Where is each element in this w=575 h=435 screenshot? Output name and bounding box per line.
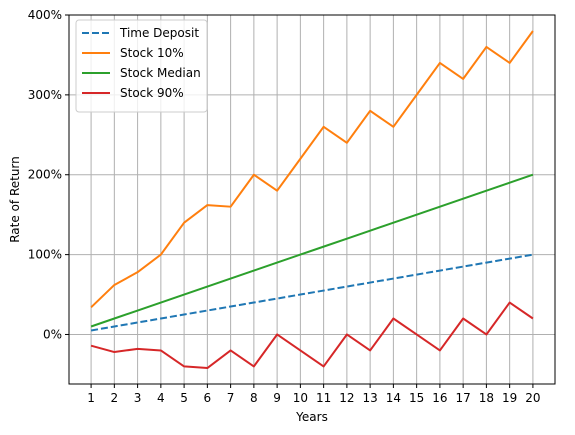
- x-tick-label: 20: [525, 391, 540, 405]
- axis-ticks: 1 2 3 4 5 6 7 8 9 10 11 12 13 14 15 16 17 18 19 200%100%200…: [28, 8, 541, 405]
- series-lines: [90, 30, 534, 370]
- legend-label: Stock 10%: [120, 46, 184, 60]
- series-line-stock-90: [90, 301, 534, 370]
- legend: Time Deposit Stock 10% Stock Median Stock 9…: [75, 19, 208, 113]
- y-tick-label: 300%: [28, 88, 62, 102]
- x-tick-label: 11: [316, 391, 331, 405]
- x-tick-label: 6: [204, 391, 212, 405]
- x-tick-label: 16: [432, 391, 447, 405]
- series-line-stock-median: [90, 173, 534, 328]
- x-tick-label: 17: [456, 391, 471, 405]
- series-line-stock-10: [90, 30, 534, 309]
- x-tick-label: 3: [134, 391, 142, 405]
- x-tick-label: 2: [111, 391, 119, 405]
- y-tick-label: 400%: [28, 8, 62, 22]
- x-tick-label: 12: [339, 391, 354, 405]
- x-tick-label: 8: [250, 391, 258, 405]
- y-tick-label: 100%: [28, 248, 62, 262]
- x-tick-label: 18: [479, 391, 494, 405]
- x-tick-label: 19: [502, 391, 517, 405]
- legend-label: Stock 90%: [120, 86, 184, 100]
- x-axis-label: Years: [295, 410, 328, 424]
- x-tick-label: 5: [180, 391, 188, 405]
- x-tick-label: 4: [157, 391, 165, 405]
- plot-area-frame: [68, 14, 556, 385]
- x-tick-label: 14: [386, 391, 401, 405]
- x-tick-label: 7: [227, 391, 235, 405]
- y-axis-label: Rate of Return: [8, 156, 22, 243]
- legend-label: Stock Median: [120, 66, 201, 80]
- legend-label: Time Deposit: [119, 26, 199, 40]
- series-line-time-deposit: [90, 253, 534, 332]
- x-tick-label: 10: [293, 391, 308, 405]
- x-tick-label: 13: [362, 391, 377, 405]
- x-tick-label: 15: [409, 391, 424, 405]
- x-tick-label: 9: [273, 391, 281, 405]
- x-tick-label: 1: [87, 391, 95, 405]
- legend-box: [75, 19, 208, 113]
- y-tick-label: 200%: [28, 168, 62, 182]
- y-tick-label: 0%: [43, 327, 62, 341]
